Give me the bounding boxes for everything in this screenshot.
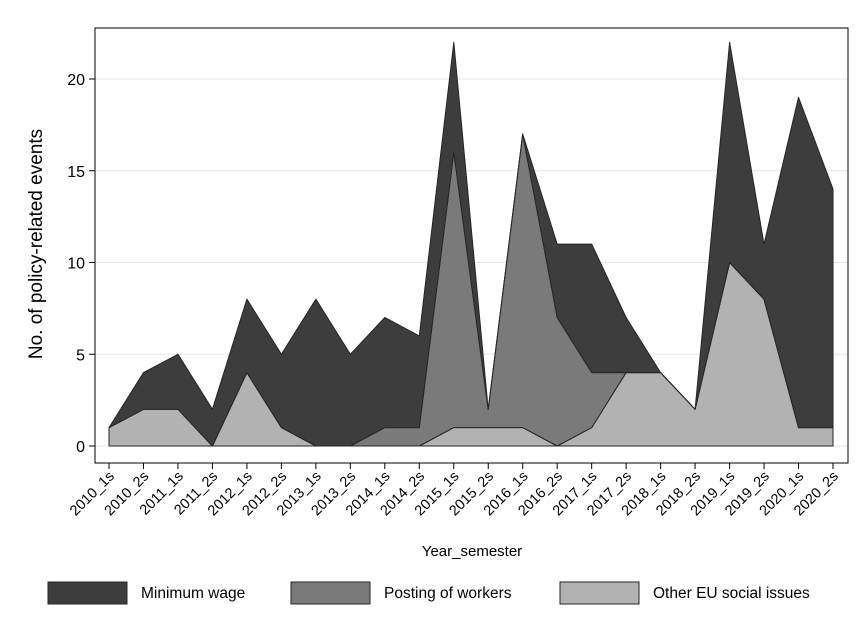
y-tick-label: 15 [67, 164, 85, 181]
legend-label-other-eu-social-issues: Other EU social issues [653, 585, 810, 602]
legend-swatch-other-eu-social-issues [560, 582, 639, 604]
legend: Minimum wage Posting of workers Other EU s… [48, 582, 810, 604]
legend-label-posting-of-workers: Posting of workers [384, 585, 512, 602]
y-tick-label: 20 [67, 72, 85, 89]
x-axis-label: Year_semester [422, 543, 522, 560]
legend-swatch-posting-of-workers [291, 582, 370, 604]
legend-label-minimum-wage: Minimum wage [141, 585, 245, 602]
y-tick-label: 5 [76, 347, 85, 364]
legend-swatch-minimum-wage [48, 582, 127, 604]
y-tick-label: 0 [76, 439, 85, 456]
y-tick-label: 10 [67, 256, 85, 273]
y-axis-label: No. of policy-related events [26, 129, 47, 359]
